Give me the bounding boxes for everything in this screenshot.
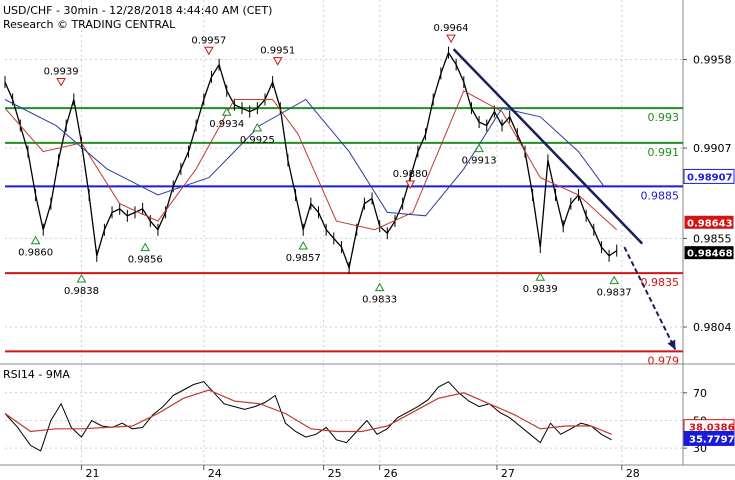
chart-subtitle: Research © TRADING CENTRAL: [3, 18, 176, 31]
chart-title: USD/CHF - 30min - 12/28/2018 4:44:40 AM …: [3, 4, 273, 17]
x-tick-label: 21: [85, 467, 99, 480]
trough-label: 0.9856: [128, 255, 163, 266]
projection-arrow: [623, 246, 677, 351]
y-tick-label: 0.9804: [693, 321, 732, 334]
trough-label: 0.9838: [64, 286, 99, 297]
y-tick-label: 0.9855: [693, 232, 732, 245]
trough-marker: [140, 242, 151, 252]
trough-marker: [30, 235, 41, 245]
level-label: 0.979: [648, 354, 680, 367]
peak-label: 0.9880: [393, 169, 428, 180]
trough-label: 0.9925: [240, 135, 275, 146]
x-tick-label: 24: [208, 467, 222, 480]
peak-marker: [204, 46, 214, 56]
trough-marker: [609, 275, 620, 285]
trough-label: 0.9833: [362, 295, 397, 306]
trough-label: 0.9934: [209, 119, 244, 130]
peak-marker: [272, 57, 283, 66]
peak-label: 0.9951: [260, 46, 295, 57]
trough-marker: [252, 122, 263, 132]
rsi-tag-label: 35.7797: [689, 434, 735, 445]
ma-red-series: [4, 90, 618, 231]
trough-marker: [221, 107, 232, 116]
x-tick-label: 26: [384, 467, 398, 480]
trough-label: 0.9860: [18, 248, 53, 259]
level-label: 0.991: [648, 146, 680, 159]
peak-marker: [56, 78, 66, 87]
peak-label: 0.9964: [434, 23, 469, 34]
x-tick-label: 27: [501, 467, 515, 480]
rsi-tag-label: 38.0386: [689, 423, 735, 434]
trough-label: 0.9857: [286, 253, 321, 264]
y-tick-label: 0.9958: [693, 54, 732, 67]
price-tag: [683, 245, 735, 261]
peak-label: 0.9939: [44, 67, 79, 78]
level-label: 0.9835: [641, 276, 680, 289]
ma-blue-series: [4, 98, 605, 217]
peak-marker: [405, 180, 416, 190]
trough-label: 0.9913: [462, 156, 497, 167]
peak-label: 0.9957: [191, 35, 226, 46]
price-tag-label: 0.98643: [687, 218, 733, 229]
peak-marker: [446, 34, 456, 44]
x-tick-label: 25: [328, 467, 342, 480]
price-tag-label: 0.98468: [687, 249, 733, 260]
price-tag-label: 0.98907: [687, 172, 733, 183]
y-tick-label: 0.9907: [693, 142, 732, 155]
level-label: 0.993: [648, 111, 680, 124]
x-tick-label: 28: [626, 467, 640, 480]
trough-label: 0.9837: [597, 288, 632, 299]
trendline: [452, 48, 644, 245]
rsi-title: RSI14 - 9MA: [3, 368, 70, 381]
trough-marker: [76, 273, 87, 283]
trough-marker: [298, 240, 309, 250]
trough-marker: [535, 272, 546, 281]
trough-label: 0.9839: [523, 284, 558, 295]
level-label: 0.9885: [641, 189, 680, 202]
price-tag: [683, 168, 735, 184]
projection-arrowhead: [667, 339, 676, 350]
rsi-tag: [683, 430, 735, 446]
trough-marker: [374, 282, 385, 292]
price-series: [4, 51, 618, 271]
rsi-ma-series: [4, 389, 612, 435]
rsi-y-tick-label: 70: [693, 387, 707, 400]
trough-marker: [474, 143, 484, 153]
price-tag: [683, 214, 735, 230]
